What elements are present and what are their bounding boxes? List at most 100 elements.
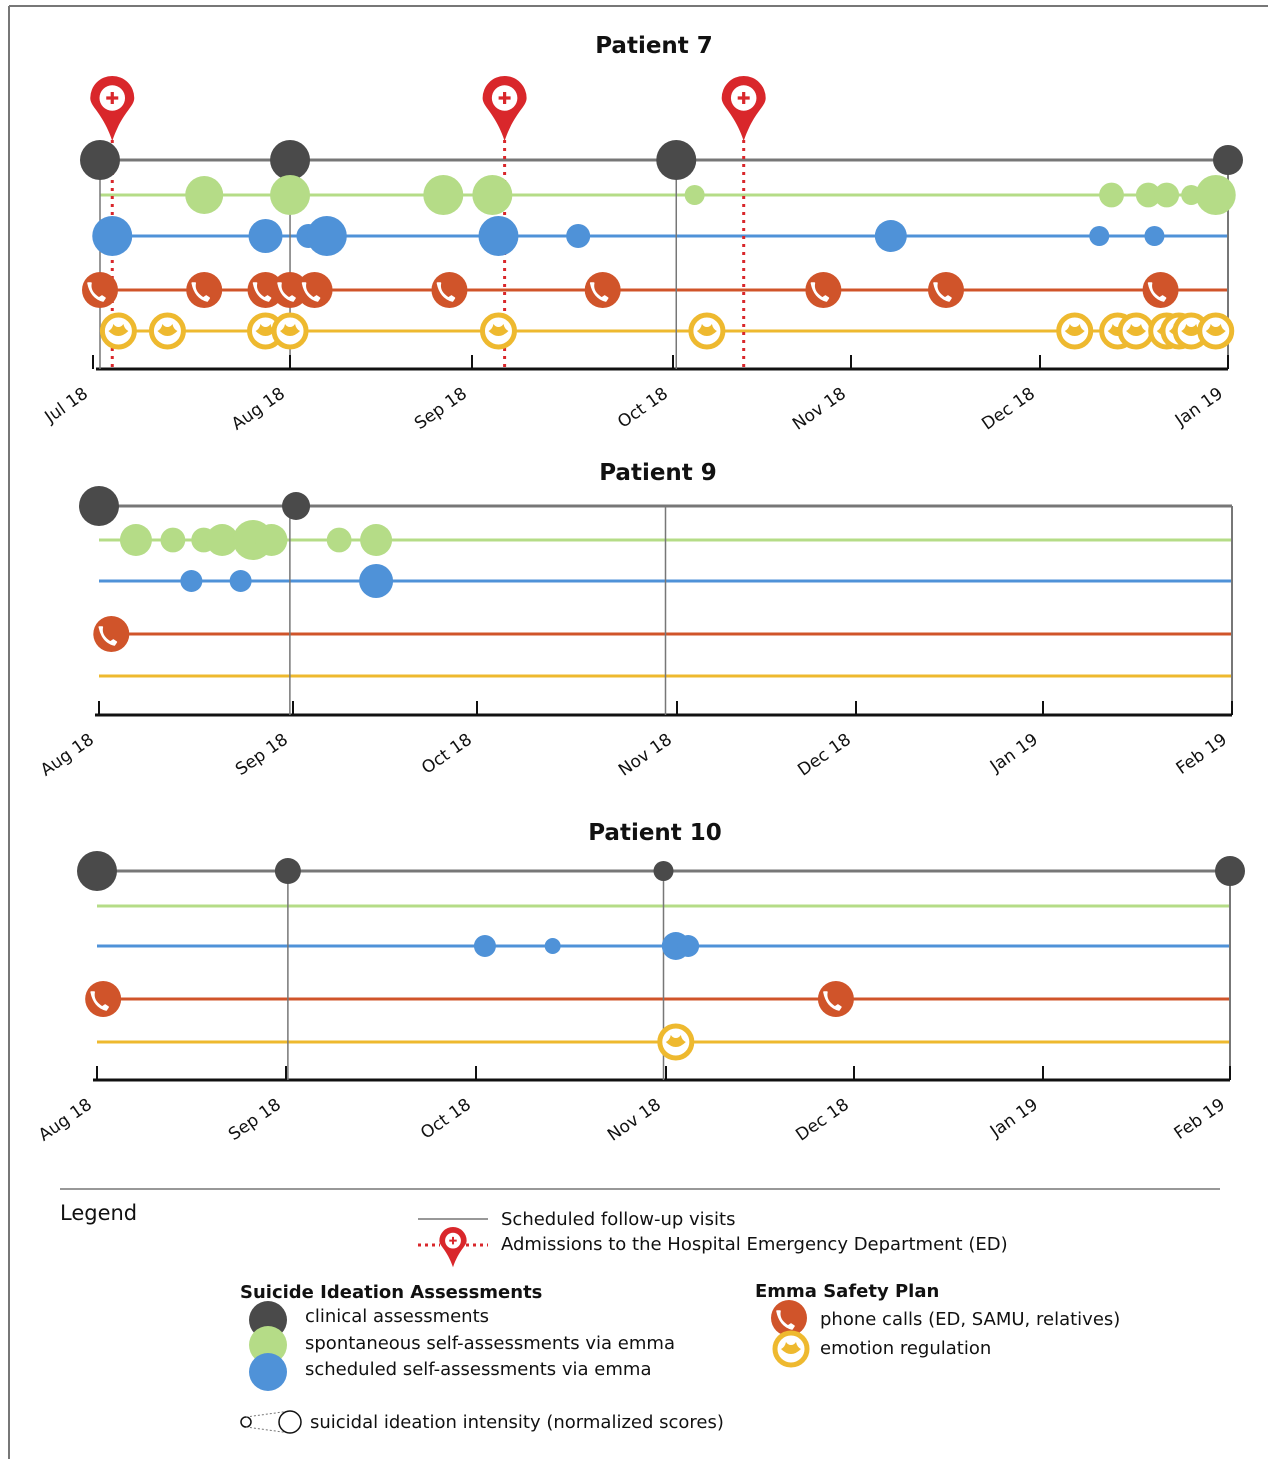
patient-panels: Patient 7 Jul 18 Aug 18 Sep 18 Oct 18 Nov 18 D…: [35, 33, 1245, 1146]
spontaneous-assessment-point: [423, 175, 464, 215]
phone-handset: [1147, 282, 1167, 302]
phone-icon: [296, 272, 333, 308]
pin-plus: [449, 1236, 457, 1245]
phone-icon-disc: [93, 616, 130, 652]
phone-handset: [933, 282, 952, 302]
phone-icon: [85, 981, 122, 1017]
clinical-assessment-point: [1215, 856, 1245, 886]
scheduled-assessment-point: [473, 935, 496, 957]
clinical-assessment-point: [282, 492, 311, 520]
phone-icon-disc: [1142, 272, 1179, 308]
clinical-legend-label: clinical assessments: [305, 1306, 489, 1327]
lotus-petals: [665, 1035, 686, 1047]
lotus-petals: [1205, 324, 1226, 336]
scheduled-assessment-point: [566, 224, 591, 248]
emotion-legend-label: emotion regulation: [820, 1338, 991, 1359]
phone-icon: [431, 272, 468, 308]
lotus-petals: [696, 324, 717, 336]
intensity-legend-label: suicidal ideation intensity (normalized …: [310, 1412, 724, 1433]
spontaneous-assessment-point: [160, 527, 186, 553]
patient-panel: Patient 10 Aug 18 Sep 18 Oct 18 Nov 18 Dec 18…: [35, 820, 1245, 1146]
spontaneous-assessment-point: [360, 524, 393, 556]
phone-icon: [928, 272, 964, 308]
map-pin-plus-icon: [439, 1227, 467, 1268]
x-tick-label: Feb 19: [1171, 1095, 1229, 1144]
lotus-petals: [1126, 324, 1147, 336]
lotus-icon: [772, 1330, 810, 1368]
phone-icon: [817, 981, 854, 1017]
lotus-petals: [280, 324, 301, 336]
phone-icon-disc: [186, 272, 223, 308]
phone-icon: [771, 1300, 807, 1336]
phone-icon-disc: [928, 272, 964, 308]
chart-title: Patient 10: [588, 820, 722, 846]
spontaneous-assessment-point: [1135, 182, 1161, 208]
lotus-petals: [1064, 324, 1085, 336]
phone-icon: [1142, 272, 1179, 308]
lotus-icon: [99, 312, 137, 350]
lotus-icon: [1197, 312, 1235, 350]
spontaneous-assessment-point: [206, 524, 239, 556]
x-tick-label: Nov 18: [789, 384, 850, 435]
patient-panel: Patient 9 Aug 18 Sep 18 Oct 18 Nov 18 Dec 18 J…: [37, 460, 1233, 781]
phone-handset: [776, 1310, 795, 1330]
x-tick-label: Aug 18: [37, 730, 98, 781]
x-tick-label: Sep 18: [411, 384, 471, 434]
scheduled-assessment-point: [677, 935, 700, 957]
phone-icon-disc: [817, 981, 854, 1017]
x-tick-label: Jan 19: [986, 1095, 1042, 1142]
x-tick-label: Aug 18: [228, 384, 289, 435]
lotus-petals: [255, 324, 276, 336]
x-tick-label: Feb 19: [1173, 730, 1231, 779]
spontaneous-assessment-point: [326, 527, 352, 553]
phone-handset: [98, 626, 118, 646]
phone-icon-disc: [805, 272, 842, 308]
patient-panel: Patient 7 Jul 18 Aug 18 Sep 18 Oct 18 Nov 18 D…: [41, 33, 1243, 435]
phone-icon-disc: [584, 272, 621, 308]
legend: Legend Scheduled follow-up visits Admiss…: [60, 1188, 1220, 1434]
phone-handset: [301, 282, 321, 302]
x-tick-label: Dec 18: [792, 1095, 853, 1146]
spontaneous-assessment-point: [185, 176, 224, 214]
scheduled-assessment-point: [478, 216, 519, 256]
spontaneous-assessment-point: [472, 175, 513, 215]
scheduled-assessment-point: [1089, 226, 1110, 246]
map-pin-plus-icon: [90, 75, 135, 141]
phone-icon: [93, 616, 130, 652]
clinical-assessment-point: [653, 861, 674, 881]
lotus-icon: [1117, 312, 1155, 350]
lotus-icon: [688, 312, 726, 350]
lotus-icon: [657, 1023, 695, 1061]
x-tick-label: Jan 19: [1171, 384, 1227, 431]
spontaneous-assessment-point: [1181, 185, 1202, 205]
clinical-assessment-point: [274, 858, 301, 884]
pin-plus: [498, 92, 511, 104]
phone-handset: [436, 282, 456, 302]
phone-icon: [584, 272, 621, 308]
clinical-assessment-point: [656, 140, 697, 180]
visits-legend-label: Scheduled follow-up visits: [501, 1209, 735, 1230]
scheduled-assessment-point: [306, 216, 347, 256]
scheduled-assessment-point: [544, 938, 561, 954]
x-tick-label: Nov 18: [615, 730, 676, 781]
x-tick-label: Nov 18: [604, 1095, 665, 1146]
x-tick-label: Dec 18: [794, 730, 855, 781]
scheduled-assessment-point: [180, 570, 203, 592]
ed-legend-label: Admissions to the Hospital Emergency Dep…: [501, 1234, 1008, 1255]
phone-icon: [805, 272, 842, 308]
scheduled-assessment-point: [229, 570, 252, 592]
intensity-dotted-outline: [245, 1410, 291, 1434]
lotus-petals: [488, 324, 509, 336]
spontaneous-legend-label: spontaneous self-assessments via emma: [305, 1333, 675, 1354]
spontaneous-assessment-point: [119, 524, 152, 556]
map-pin-plus-icon: [721, 76, 766, 141]
scheduled-assessment-point: [359, 564, 394, 598]
map-pin-plus-icon: [439, 1227, 467, 1268]
intensity-large-circle: [278, 1410, 302, 1434]
scheduled-assessment-point: [92, 216, 133, 256]
phone-icon: [186, 272, 223, 308]
x-tick-label: Aug 18: [35, 1095, 96, 1146]
chart-title: Patient 7: [595, 33, 713, 59]
